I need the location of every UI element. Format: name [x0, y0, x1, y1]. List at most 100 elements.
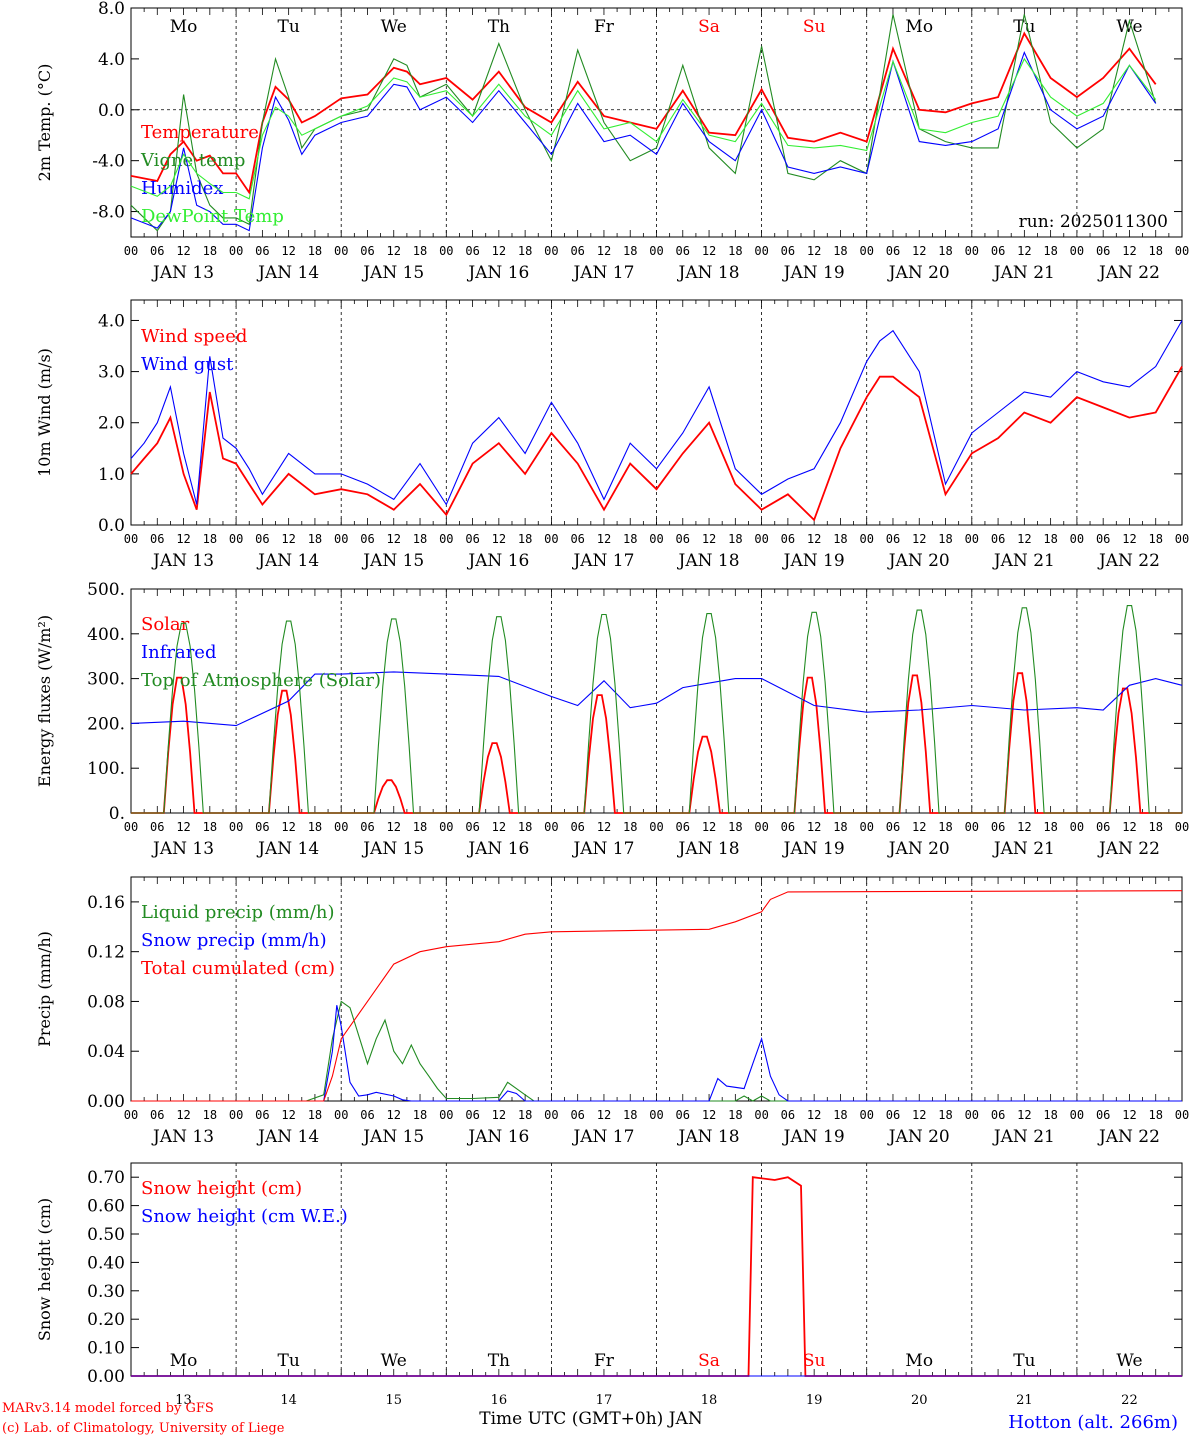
date-label: JAN 22 [1097, 839, 1160, 859]
hour-label: 18 [308, 532, 322, 546]
hour-label: 18 [1043, 820, 1057, 834]
weekday-label: Tu [1013, 17, 1035, 37]
hour-label: 06 [781, 244, 795, 258]
x-axis-title: Time UTC (GMT+0h) JAN [479, 1409, 703, 1429]
hour-label: 12 [176, 532, 190, 546]
weekday-label: We [381, 17, 407, 37]
day-number-label: 14 [280, 1393, 297, 1408]
hour-label: 06 [781, 532, 795, 546]
y-tick-label: 0.30 [87, 1282, 125, 1302]
hour-label: 00 [334, 1108, 348, 1122]
hour-label: 00 [1175, 1108, 1189, 1122]
date-label: JAN 19 [782, 263, 845, 283]
y-tick-label: 0.12 [87, 943, 125, 963]
hour-label: 12 [281, 532, 295, 546]
weekday-label: Fr [594, 17, 615, 37]
series-line [130, 31, 1157, 195]
date-label: JAN 16 [466, 263, 529, 283]
series-line [131, 890, 1183, 1102]
hour-label: 12 [492, 1108, 506, 1122]
series-line [131, 1005, 1182, 1102]
hour-label: 00 [965, 244, 979, 258]
hour-label: 12 [492, 532, 506, 546]
hour-label: 00 [754, 532, 768, 546]
weekday-label: Tu [278, 17, 300, 37]
date-label: JAN 15 [361, 551, 424, 571]
legend-entry: Temperature [141, 122, 259, 143]
hour-label: 12 [281, 820, 295, 834]
hour-label: 00 [859, 820, 873, 834]
hour-label: 06 [781, 1108, 795, 1122]
hour-label: 06 [676, 244, 690, 258]
y-tick-label: 0.16 [87, 893, 125, 913]
weekday-label: Mo [170, 1351, 198, 1371]
hour-label: 00 [754, 1108, 768, 1122]
weekday-label: Fr [594, 1351, 615, 1371]
series-line [131, 605, 1182, 814]
weekday-label: Mo [170, 17, 198, 37]
y-tick-label: 0.10 [87, 1339, 125, 1359]
hour-label: 06 [465, 244, 479, 258]
y-tick-label: 500. [87, 580, 125, 600]
y-tick-label: -8.0 [92, 203, 125, 223]
weekday-label: Mo [905, 17, 933, 37]
hour-label: 12 [281, 1108, 295, 1122]
day-number-label: 13 [175, 1393, 192, 1408]
date-label: JAN 13 [151, 263, 214, 283]
hour-label: 18 [938, 532, 952, 546]
hour-label: 18 [203, 820, 217, 834]
hour-label: 00 [1070, 244, 1084, 258]
weekday-label: Th [488, 17, 510, 37]
hour-label: 06 [360, 244, 374, 258]
weekday-label: Su [803, 17, 826, 37]
date-label: JAN 16 [466, 839, 529, 859]
y-tick-label: 4.0 [98, 50, 125, 70]
hour-label: 12 [807, 244, 821, 258]
weekday-label: Mo [905, 1351, 933, 1371]
weekday-label: We [1116, 1351, 1142, 1371]
weekday-label: Th [488, 1351, 510, 1371]
hour-label: 00 [544, 532, 558, 546]
hour-label: 18 [1148, 532, 1162, 546]
y-tick-label: 0. [109, 804, 125, 824]
date-label: JAN 20 [887, 1127, 950, 1147]
date-label: JAN 17 [571, 1127, 634, 1147]
y-tick-label: 0.04 [87, 1042, 125, 1062]
hour-label: 12 [387, 244, 401, 258]
hour-label: 06 [676, 820, 690, 834]
date-label: JAN 21 [992, 551, 1055, 571]
weekday-label: Su [803, 1351, 826, 1371]
hour-label: 18 [1148, 1108, 1162, 1122]
hour-label: 12 [1017, 532, 1031, 546]
hour-label: 06 [465, 1108, 479, 1122]
date-label: JAN 14 [256, 551, 319, 571]
hour-label: 00 [439, 820, 453, 834]
hour-label: 06 [886, 820, 900, 834]
hour-label: 06 [886, 244, 900, 258]
hour-label: 06 [991, 244, 1005, 258]
hour-label: 18 [308, 1108, 322, 1122]
station-label: Hotton (alt. 266m) [1008, 1412, 1178, 1433]
run-label: run: 2025011300 [1019, 212, 1168, 232]
hour-label: 06 [150, 532, 164, 546]
hour-label: 12 [912, 820, 926, 834]
hour-label: 18 [518, 1108, 532, 1122]
date-label: JAN 14 [256, 839, 319, 859]
date-label: JAN 16 [466, 551, 529, 571]
hour-label: 00 [649, 532, 663, 546]
weekday-label: Tu [278, 1351, 300, 1371]
hour-label: 00 [1070, 1108, 1084, 1122]
hour-label: 18 [833, 1108, 847, 1122]
hour-label: 00 [965, 532, 979, 546]
day-number-label: 18 [701, 1393, 718, 1408]
hour-label: 18 [413, 244, 427, 258]
hour-label: 12 [807, 1108, 821, 1122]
date-label: JAN 20 [887, 551, 950, 571]
hour-label: 06 [255, 1108, 269, 1122]
y-tick-label: 300. [87, 670, 125, 690]
hour-label: 06 [255, 820, 269, 834]
hour-label: 18 [413, 532, 427, 546]
hour-label: 06 [255, 244, 269, 258]
y-tick-label: -4.0 [92, 152, 125, 172]
hour-label: 00 [754, 820, 768, 834]
